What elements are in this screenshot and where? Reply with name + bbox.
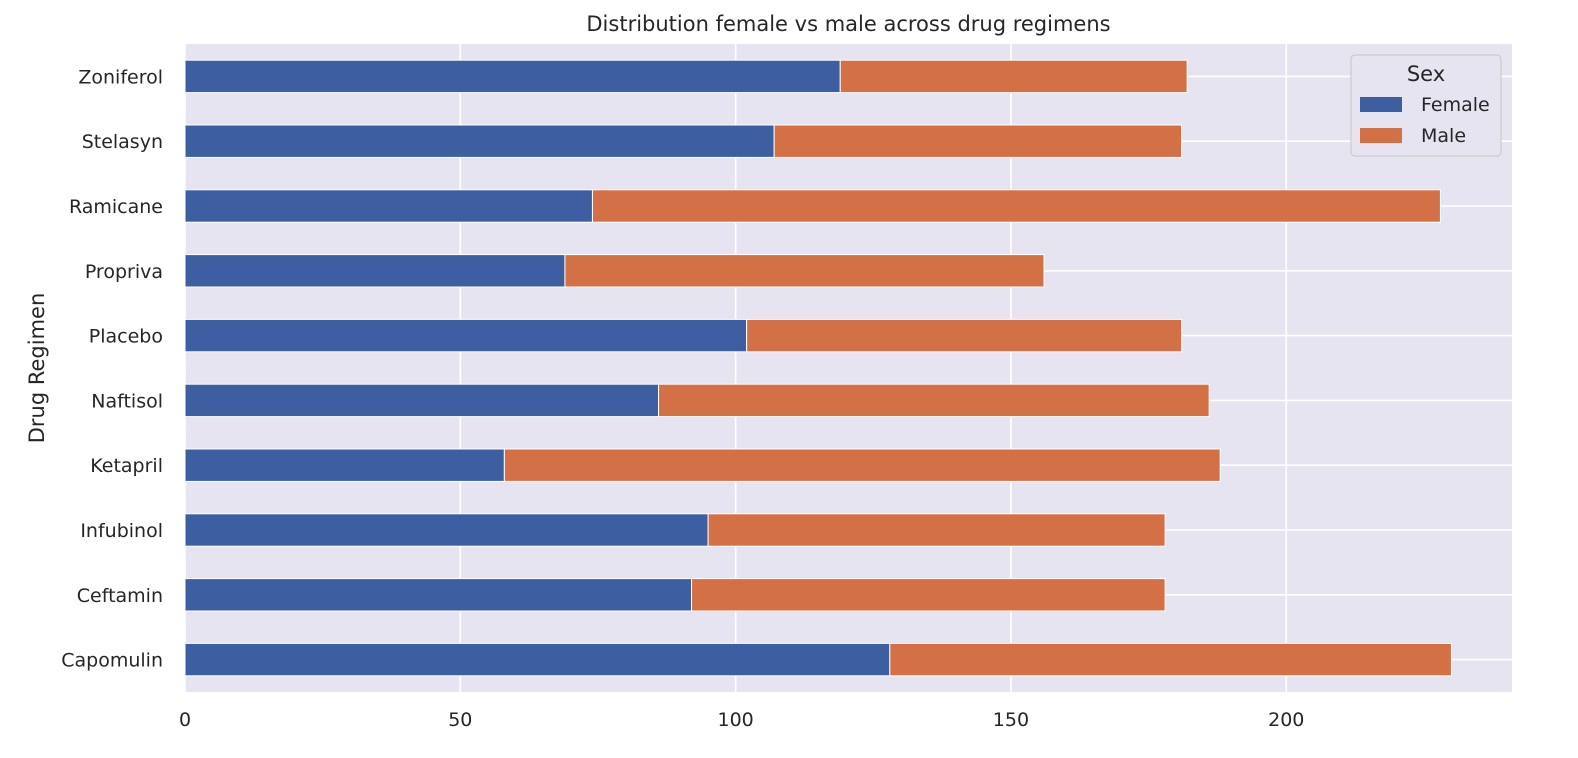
y-tick-label: Ceftamin [77,585,163,607]
bar-female-zoniferol [184,59,841,94]
bar-male-stelasyn [773,124,1183,158]
y-tick-label: Stelasyn [82,131,163,153]
y-tick-label: Naftisol [91,390,163,412]
bars [184,59,1452,677]
y-axis-title: Drug Regimen [25,293,49,444]
bar-female-naftisol [184,383,660,418]
bar-female-infubinol [184,513,709,547]
x-tick-label: 100 [717,709,753,731]
bar-male-infubinol [707,513,1166,547]
legend-swatch-male [1360,128,1402,143]
x-tick-label: 50 [448,709,472,731]
y-tick-label: Ketapril [90,455,163,477]
bar-male-ceftamin [691,578,1166,612]
y-tick-labels: Capomulin Ceftamin Infubinol Ketapril Naftis… [61,66,163,671]
y-tick-label: Capomulin [61,650,163,672]
bar-male-capomulin [889,642,1452,677]
legend-swatch-female [1360,97,1402,112]
bar-male-placebo [746,318,1183,353]
bar-female-stelasyn [184,124,775,158]
x-tick-label: 150 [993,709,1029,731]
y-tick-label: Placebo [89,326,163,348]
bar-female-placebo [184,318,748,353]
bar-female-capomulin [184,642,891,677]
bar-female-propriva [184,254,566,288]
y-tick-label: Zoniferol [78,66,163,88]
bar-male-ramicane [591,189,1441,223]
legend: Sex Female Male [1350,54,1502,157]
legend-label-male: Male [1421,125,1466,147]
legend-label-female: Female [1421,94,1490,116]
bar-female-ramicane [184,189,593,223]
bar-female-ketapril [184,448,505,482]
bar-male-ketapril [503,448,1221,482]
bar-male-zoniferol [839,59,1188,94]
x-tick-label: 0 [179,709,191,731]
bar-male-propriva [564,254,1045,288]
y-tick-label: Propriva [85,261,163,283]
x-tick-label: 200 [1268,709,1304,731]
chart-title: Distribution female vs male across drug … [586,12,1110,36]
y-tick-label: Infubinol [80,520,163,542]
bar-female-ceftamin [184,578,693,612]
legend-title: Sex [1407,62,1445,86]
bar-male-naftisol [658,383,1210,418]
x-tick-labels: 0 50 100 150 200 [179,709,1304,731]
legend-items: Female Male [1360,94,1490,147]
y-tick-label: Ramicane [69,196,163,218]
